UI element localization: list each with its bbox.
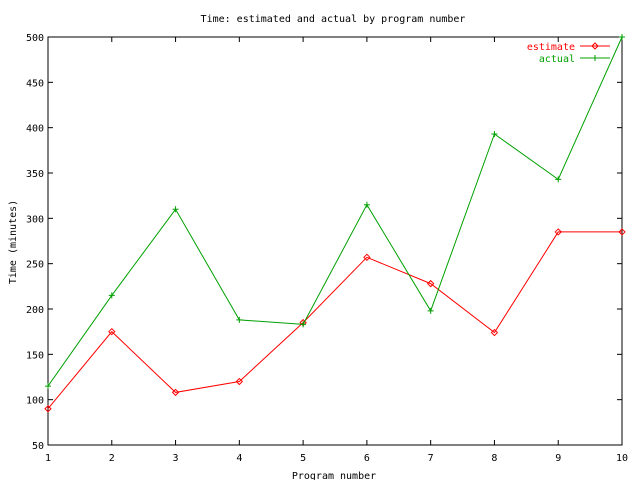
x-tick-label: 8 [491,453,497,464]
data-point-actual [236,316,243,323]
y-tick-label: 250 [26,260,44,271]
data-point-actual [619,34,625,40]
data-point-estimate [235,377,244,386]
y-tick-label: 100 [26,396,44,407]
y-tick-label: 500 [26,33,44,44]
y-tick-label: 450 [26,78,44,89]
data-point-actual [555,176,562,183]
legend-marker [591,42,599,50]
y-axis-label: Time (minutes) [8,200,19,284]
y-tick-label: 400 [26,124,44,135]
data-point-estimate [426,279,435,288]
series-layer [44,34,626,413]
data-point-estimate [490,328,499,337]
legend-marker [592,55,598,61]
data-point-actual [108,292,115,299]
series-line-estimate [47,231,622,410]
data-point-estimate [618,228,626,236]
plot-frame [47,36,623,446]
x-tick-label: 3 [173,453,179,464]
legend-label: estimate [527,42,575,53]
x-tick-label: 1 [45,453,51,464]
data-point-actual [491,131,498,138]
x-tick-label: 6 [364,453,370,464]
data-point-actual [363,201,370,208]
data-point-actual [172,206,179,213]
x-tick-label: 5 [300,453,306,464]
y-tick-label: 150 [26,350,44,361]
y-tick-label: 300 [26,214,44,225]
legend-label: actual [539,54,575,65]
data-point-actual [300,321,307,328]
series-actual [45,34,625,390]
axes: 1 2 3 4 5 6 7 8 9 10 50 100 150 200 250 300 350 400 450 500 [26,33,628,464]
x-axis-label: Program number [292,471,376,480]
data-point-actual [427,307,434,314]
chart-title: Time: estimated and actual by program nu… [201,14,466,25]
data-point-estimate [363,253,371,262]
y-tick-label: 350 [26,169,44,180]
data-point-estimate [108,327,116,336]
x-tick-label: 9 [555,453,561,464]
series-estimate [44,228,626,413]
y-tick-label: 50 [32,441,44,452]
data-point-estimate [171,388,180,397]
x-tick-label: 7 [428,453,434,464]
y-tick-label: 200 [26,305,44,316]
data-point-estimate [554,228,562,236]
x-tick-label: 2 [109,453,115,464]
x-tick-label: 4 [236,453,242,464]
x-tick-label: 10 [616,453,628,464]
data-point-actual [45,383,51,390]
series-line-actual [47,36,623,387]
data-point-estimate [44,405,52,413]
